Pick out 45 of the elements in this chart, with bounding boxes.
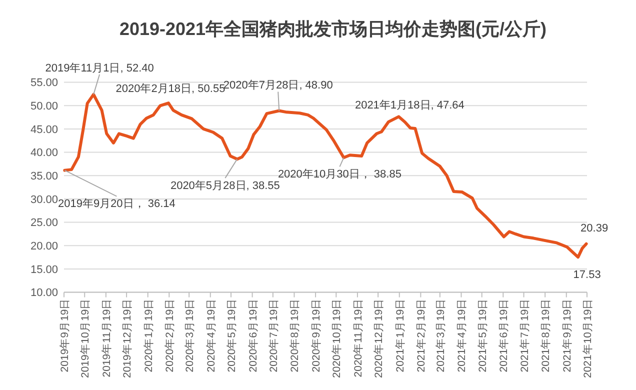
x-tick-label: 2021年3月19日 [434,298,447,372]
annotation: 2020年2月18日, 50.55 [116,82,226,95]
x-tick-label: 2020年5月19日 [226,298,238,372]
y-tick-label: 20.00 [30,240,58,252]
x-tick-label: 2020年10月19日 [331,298,344,378]
x-tick-label: 2019年12月19日 [122,298,134,378]
x-tick-label: 2020年12月19日 [373,298,386,378]
x-tick-label: 2021年6月19日 [498,298,510,372]
x-tick-label: 2021年1月19日 [394,298,406,372]
annotation: 2021年1月18日, 47.64 [354,99,464,112]
x-tick-label: 2020年2月19日 [164,298,176,372]
x-tick-label: 2021年5月19日 [476,298,489,372]
x-tick-label: 2021年8月19日 [540,298,552,372]
x-tick-label: 2020年9月19日 [310,298,323,372]
y-tick-label: 45.00 [30,124,58,136]
chart-title: 2019-2021年全国猪肉批发市场日均价走势图(元/公斤) [119,19,547,39]
annotation: 2020年5月28日, 38.55 [170,180,280,192]
annotation: 20.39 [580,222,608,235]
x-tick-label: 2020年7月19日 [268,298,280,372]
x-tick-label: 2019年11月19日 [100,298,113,378]
x-tick-label: 2020年8月19日 [289,298,302,372]
x-tick-label: 2020年3月19日 [184,298,196,372]
y-tick-label: 15.00 [30,264,58,276]
x-tick-label: 2020年4月19日 [205,298,218,372]
x-tick-label: 2021年2月19日 [416,298,428,372]
x-tick-label: 2021年4月19日 [456,298,468,372]
y-tick-label: 55.00 [30,77,58,90]
y-tick-label: 30.00 [30,194,58,206]
x-tick-label: 2019年9月19日 [59,298,71,372]
annotation: 2019年11月1日, 52.40 [45,62,154,74]
x-tick-label: 2021年10月19日 [582,298,594,378]
x-tick-label: 2021年7月19日 [518,298,531,372]
y-tick-label: 25.00 [30,217,58,230]
y-tick-label: 40.00 [30,147,58,160]
y-tick-label: 10.00 [30,287,58,300]
x-tick-label: 2021年9月19日 [561,298,574,372]
x-tick-label: 2020年6月19日 [247,298,260,372]
x-tick-label: 2019年10月19日 [80,298,92,378]
annotation: 2020年10月30日， 38.85 [278,168,402,181]
y-tick-label: 35.00 [30,170,58,182]
x-tick-label: 2020年1月19日 [142,298,155,372]
annotation: 2019年9月20日， 36.14 [58,198,176,210]
x-tick-label: 2020年11月19日 [352,298,364,378]
y-tick-label: 50.00 [30,100,58,112]
annotation: 17.53 [573,269,601,282]
